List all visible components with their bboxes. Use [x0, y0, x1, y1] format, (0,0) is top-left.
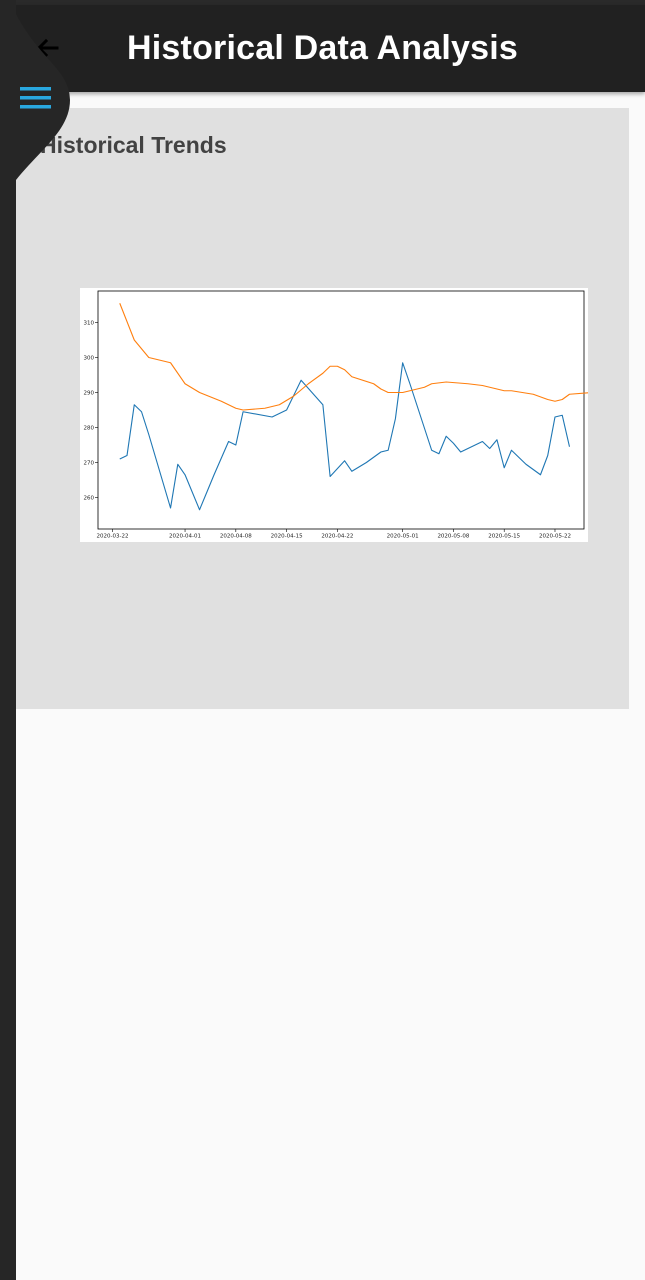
left-drawer-rail	[0, 0, 16, 1280]
y-tick-label-5: 310	[84, 321, 95, 327]
x-tick-label-8: 2020-05-22	[539, 534, 571, 540]
y-tick-label-0: 260	[84, 496, 95, 502]
line-chart-svg: 2020-03-22 2020-04-01 2020-04-08 2020-04-15…	[84, 290, 588, 540]
y-tick-label-4: 300	[84, 356, 95, 362]
series-line-0	[119, 362, 571, 511]
plot-area-frame	[97, 290, 585, 530]
x-tick-label-0: 2020-03-22	[97, 534, 129, 540]
x-tick-label-5: 2020-05-01	[387, 534, 419, 540]
x-tick-label-1: 2020-04-01	[169, 534, 201, 540]
app-bar: Historical Data Analysis	[0, 5, 645, 92]
x-tick-label-2: 2020-04-08	[220, 534, 252, 540]
x-tick-label-7: 2020-05-15	[488, 534, 520, 540]
series-line-1	[119, 303, 588, 411]
back-button[interactable]	[32, 33, 62, 63]
y-tick-label-3: 290	[84, 391, 95, 397]
card-title: Historical Trends	[40, 132, 227, 158]
x-tick-label-3: 2020-04-15	[271, 534, 303, 540]
x-tick-label-6: 2020-05-08	[437, 534, 469, 540]
y-tick-label-1: 270	[84, 461, 95, 467]
historical-trends-card: Historical Trends 2020-03-22 2020-04-01 20…	[16, 108, 629, 709]
page-title: Historical Data Analysis	[127, 29, 518, 67]
status-bar-strip	[0, 0, 645, 5]
drawer-handle[interactable]	[0, 0, 72, 190]
hamburger-menu-icon[interactable]	[20, 87, 51, 109]
x-tick-label-4: 2020-04-22	[321, 534, 353, 540]
arrow-back-icon	[36, 38, 59, 58]
historical-trends-chart: 2020-03-22 2020-04-01 2020-04-08 2020-04-15…	[80, 288, 588, 542]
y-tick-label-2: 280	[84, 426, 95, 432]
